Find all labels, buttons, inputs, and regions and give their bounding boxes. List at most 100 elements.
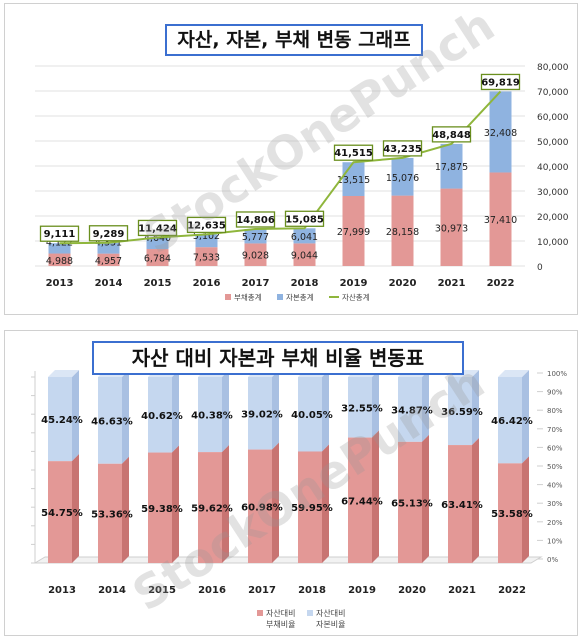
y-tick-label: 70% bbox=[547, 426, 563, 434]
y-tick-label: 30,000 bbox=[537, 188, 569, 198]
data-label-debt-ratio: 63.41% bbox=[441, 500, 483, 511]
data-label-debt: 30,973 bbox=[435, 223, 468, 234]
legend-label-sub: 부채비율 bbox=[266, 619, 295, 629]
y-tick-label: 90% bbox=[547, 389, 563, 397]
data-label-debt: 6,784 bbox=[144, 254, 171, 265]
data-label-total: 9,289 bbox=[93, 229, 125, 240]
y-tick-label: 0% bbox=[547, 556, 558, 564]
data-label-total: 11,424 bbox=[138, 223, 177, 234]
y-tick-label: 60,000 bbox=[537, 113, 569, 123]
x-tick-label: 2015 bbox=[148, 585, 176, 596]
bar-debt bbox=[342, 196, 365, 266]
data-label-equity: 15,076 bbox=[386, 173, 419, 184]
x-tick-label: 2020 bbox=[398, 585, 426, 596]
bar-debt-side bbox=[422, 434, 429, 563]
data-label-box-total bbox=[137, 219, 178, 237]
x-tick-label: 2022 bbox=[498, 585, 526, 596]
bar-debt bbox=[195, 247, 218, 266]
bar-equity bbox=[195, 234, 218, 248]
data-label-total: 14,806 bbox=[236, 215, 275, 226]
data-label-equity: 32,408 bbox=[484, 128, 517, 139]
bar-debt bbox=[146, 249, 169, 266]
y-tick-label: 20% bbox=[547, 519, 563, 527]
bar-equity-ratio bbox=[498, 377, 522, 464]
bar-debt-side bbox=[522, 456, 529, 563]
bar-debt bbox=[293, 243, 316, 266]
bar-equity-ratio bbox=[248, 377, 272, 450]
bar-debt-side bbox=[272, 442, 279, 563]
y-tick-label: 30% bbox=[547, 500, 563, 508]
x-tick-label: 2013 bbox=[48, 585, 76, 596]
chart-title-1: 자산, 자본, 부채 변동 그래프 bbox=[165, 24, 423, 56]
bar-equity-side bbox=[372, 370, 379, 438]
legend-label: 자산대비 bbox=[316, 608, 345, 618]
legend-swatch bbox=[257, 610, 263, 616]
data-label-box-total bbox=[431, 126, 472, 143]
bar-debt-ratio bbox=[348, 437, 372, 563]
bar-equity bbox=[244, 228, 267, 244]
bar-equity-ratio bbox=[298, 377, 322, 452]
data-label-debt: 9,044 bbox=[291, 251, 318, 262]
data-label-equity-ratio: 46.63% bbox=[91, 416, 133, 427]
y-tick-label: 80% bbox=[547, 407, 563, 415]
bar-debt-ratio bbox=[448, 445, 472, 563]
legend-label: 자본총계 bbox=[286, 292, 314, 302]
data-label-debt: 9,028 bbox=[242, 251, 269, 262]
bar-equity bbox=[48, 243, 71, 254]
x-tick-label: 2021 bbox=[448, 585, 476, 596]
bar-debt bbox=[391, 195, 414, 266]
bar-equity-ratio bbox=[98, 377, 122, 464]
bar-equity-ratio bbox=[48, 377, 72, 462]
bar-equity-side bbox=[522, 370, 529, 464]
y-tick-label: 10,000 bbox=[537, 238, 569, 248]
bar-debt-side bbox=[372, 430, 379, 563]
x-tick-label: 2017 bbox=[248, 585, 276, 596]
x-tick-label: 2014 bbox=[95, 278, 123, 289]
data-label-equity-ratio: 36.59% bbox=[441, 407, 483, 418]
bar-debt bbox=[48, 253, 71, 266]
legend-label: 자산총계 bbox=[342, 292, 370, 302]
bar-equity-top bbox=[48, 370, 79, 377]
data-label-box-total bbox=[88, 225, 129, 242]
y-tick-label: 0 bbox=[537, 263, 543, 273]
bar-equity bbox=[440, 143, 463, 189]
data-label-equity-ratio: 39.02% bbox=[241, 409, 283, 420]
bar-debt bbox=[244, 243, 267, 266]
ratio-chart: 0% 10% 20% 30% 40% 50% 60% 70% 80% 90% 100% 54.75% 4… bbox=[31, 370, 567, 629]
y-tick-label: 10% bbox=[547, 537, 563, 545]
bar-debt-side bbox=[122, 456, 129, 563]
y-tick-label: 50,000 bbox=[537, 138, 569, 148]
data-label-debt-ratio: 53.36% bbox=[91, 509, 133, 520]
bar-equity-side bbox=[472, 370, 479, 446]
data-label-total: 43,235 bbox=[383, 144, 422, 155]
data-label-box-total bbox=[39, 225, 80, 242]
x-tick-label: 2015 bbox=[144, 278, 172, 289]
bar-debt-side bbox=[172, 445, 179, 563]
bar-equity-side bbox=[172, 370, 179, 453]
data-label-equity-ratio: 45.24% bbox=[41, 415, 83, 426]
bar-equity bbox=[391, 157, 414, 196]
data-label-debt-ratio: 59.95% bbox=[291, 503, 333, 514]
bar-debt-ratio bbox=[398, 441, 422, 563]
x-tick-label: 2013 bbox=[46, 278, 74, 289]
bar-debt bbox=[97, 253, 120, 266]
data-label-box-total bbox=[333, 144, 374, 161]
balance-sheet-chart: 0 10,000 20,000 30,000 40,000 50,000 60,000 70,… bbox=[35, 63, 569, 302]
legend-label: 자산대비 bbox=[266, 608, 295, 618]
bar-equity-top bbox=[498, 370, 529, 377]
bar-equity-side bbox=[222, 370, 229, 453]
data-label-debt-ratio: 54.75% bbox=[41, 508, 83, 519]
y-tick-label: 100% bbox=[547, 370, 567, 378]
bar-equity-side bbox=[72, 370, 79, 462]
y-tick-label: 40% bbox=[547, 482, 563, 490]
data-label-equity: 13,515 bbox=[337, 175, 370, 186]
x-tick-label: 2021 bbox=[438, 278, 466, 289]
data-label-equity: 17,875 bbox=[435, 162, 468, 173]
y-tick-label: 70,000 bbox=[537, 88, 569, 98]
bar-equity-ratio bbox=[448, 377, 472, 446]
y-tick-label: 20,000 bbox=[537, 213, 569, 223]
bar-debt-side bbox=[472, 438, 479, 563]
data-label-equity-ratio: 40.38% bbox=[191, 411, 233, 422]
data-label-total: 48,848 bbox=[432, 130, 471, 141]
y-tick-label: 50% bbox=[547, 463, 563, 471]
